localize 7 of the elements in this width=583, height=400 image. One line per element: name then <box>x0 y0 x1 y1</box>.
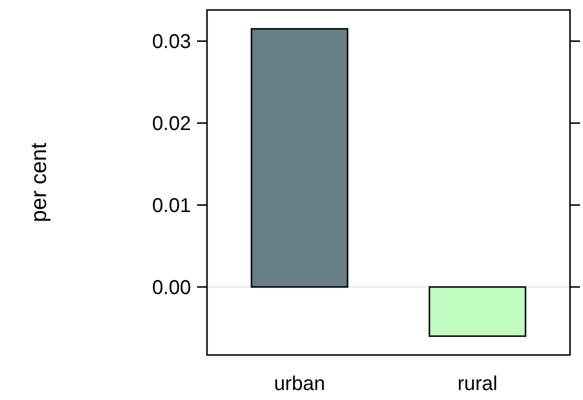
y-tick-label: 0.03 <box>152 31 191 54</box>
y-tick-label: 0.00 <box>152 276 191 299</box>
y-axis-title: per cent <box>26 142 51 222</box>
x-tick-label: rural <box>457 373 498 395</box>
y-tick-label: 0.01 <box>152 195 191 218</box>
y-tick-label: 0.02 <box>152 113 191 136</box>
x-tick-label: urban <box>274 373 326 395</box>
